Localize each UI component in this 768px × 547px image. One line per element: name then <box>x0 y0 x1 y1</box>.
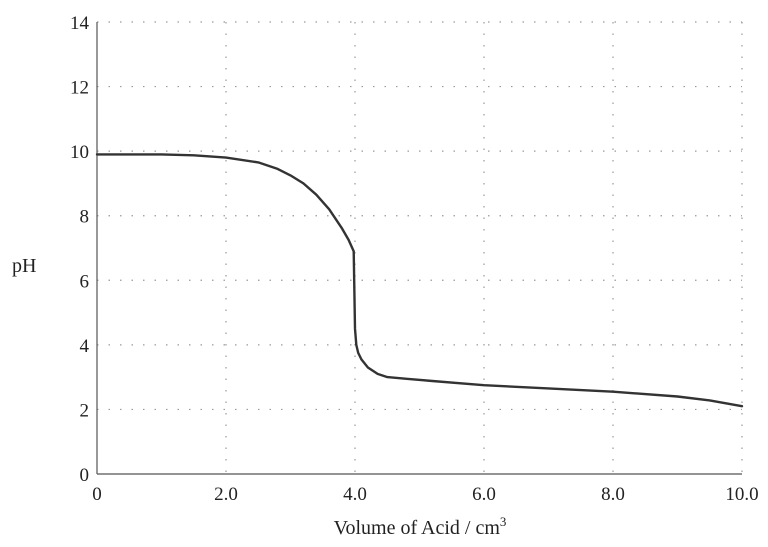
x-tick-label: 4.0 <box>343 484 367 505</box>
x-axis-label-superscript: 3 <box>500 514 507 529</box>
x-tick-labels: 0 2.0 4.0 6.0 8.0 10.0 <box>92 484 758 505</box>
y-tick-label: 8 <box>80 207 90 228</box>
x-tick-label: 0 <box>92 484 102 505</box>
ph-curve-line <box>95 153 744 408</box>
y-tick-label: 0 <box>80 465 90 486</box>
y-axis-label: pH <box>12 255 36 277</box>
grid <box>97 21 743 474</box>
x-axis-label-text: Volume of Acid / cm <box>334 517 501 539</box>
y-tick-label: 2 <box>80 400 90 421</box>
y-tick-label: 14 <box>70 13 90 34</box>
y-tick-label: 12 <box>70 78 89 99</box>
y-tick-label: 6 <box>80 271 90 292</box>
axes <box>96 22 742 475</box>
y-tick-label: 10 <box>70 142 89 163</box>
y-tick-label: 4 <box>80 336 90 357</box>
x-tick-label: 2.0 <box>214 484 238 505</box>
x-tick-label: 6.0 <box>472 484 496 505</box>
x-tick-label: 10.0 <box>725 484 758 505</box>
y-tick-labels: 0 2 4 6 8 10 12 14 <box>70 13 90 486</box>
x-axis-label: Volume of Acid / cm3 <box>334 514 507 539</box>
x-tick-label: 8.0 <box>601 484 625 505</box>
